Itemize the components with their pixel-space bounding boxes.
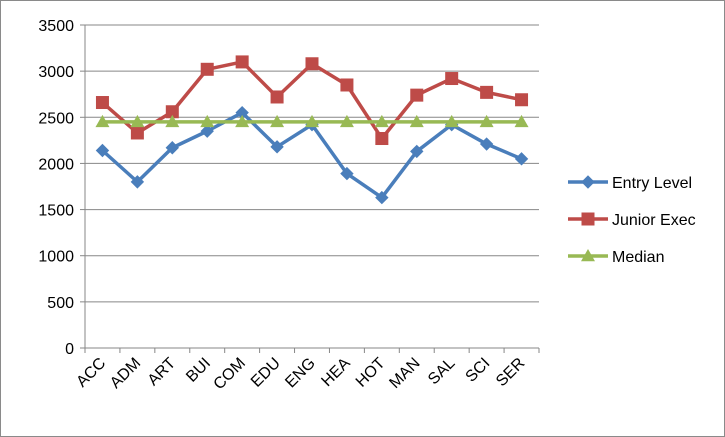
x-tick-label: HEA	[318, 355, 354, 391]
legend-label: Median	[612, 249, 664, 266]
legend: Entry Level Junior Exec Median	[568, 175, 696, 266]
y-tick-label: 3500	[38, 18, 74, 35]
y-tick-label: 3000	[38, 64, 74, 81]
x-tick-label: ADM	[107, 355, 144, 392]
legend-square-marker	[581, 212, 595, 226]
data-point-entry-level	[514, 152, 529, 166]
data-point-entry-level	[130, 175, 145, 189]
data-point-junior-exec	[165, 105, 179, 119]
y-axis-tick-labels: 0 500 1000 1500 2000 2500 3000 3500	[38, 18, 74, 358]
data-point-junior-exec	[235, 55, 249, 69]
data-point-median	[200, 114, 215, 128]
data-point-entry-level	[165, 141, 180, 155]
data-point-junior-exec	[95, 96, 109, 110]
x-tick-label: ART	[145, 355, 180, 390]
data-point-junior-exec	[410, 88, 424, 102]
data-point-entry-level	[200, 124, 214, 138]
data-point-median	[374, 114, 389, 128]
x-tick-label: ENG	[282, 355, 319, 392]
x-tick-label: EDU	[248, 355, 284, 391]
data-point-median	[409, 114, 424, 128]
data-point-median	[95, 114, 110, 128]
data-point-median	[444, 114, 459, 128]
data-point-median	[235, 114, 250, 128]
legend-item-median: Median	[568, 249, 664, 266]
data-point-junior-exec	[200, 62, 214, 76]
legend-item-entry-level: Entry Level	[568, 175, 692, 192]
data-point-median	[305, 114, 319, 128]
legend-diamond-marker	[581, 175, 595, 189]
x-tick-label: COM	[211, 355, 249, 393]
data-point-median	[165, 114, 180, 128]
data-point-median	[479, 114, 494, 128]
series-median	[95, 114, 529, 128]
data-point-junior-exec	[270, 90, 284, 104]
x-tick-label: HOT	[353, 355, 389, 391]
series-layer	[95, 55, 529, 205]
data-point-entry-level	[410, 144, 424, 159]
x-tick-label: SCI	[463, 355, 494, 386]
data-point-entry-level	[340, 166, 354, 181]
data-point-median	[130, 114, 145, 128]
data-point-entry-level	[375, 190, 389, 205]
y-tick-label: 2500	[38, 110, 74, 127]
x-tick-label: MAN	[386, 355, 423, 392]
data-point-entry-level	[479, 137, 494, 151]
data-point-junior-exec	[130, 126, 144, 140]
data-point-junior-exec	[480, 85, 494, 99]
y-tick-label: 1000	[38, 249, 74, 266]
data-point-junior-exec	[515, 93, 529, 107]
legend-triangle-marker	[581, 249, 595, 262]
data-point-junior-exec	[445, 72, 459, 86]
legend-label: Junior Exec	[612, 212, 696, 229]
x-tick-label: ACC	[73, 355, 109, 391]
legend-label: Entry Level	[612, 175, 692, 192]
data-point-entry-level	[95, 143, 110, 158]
y-tick-label: 500	[47, 295, 74, 312]
data-point-junior-exec	[305, 57, 319, 71]
data-point-median	[270, 114, 285, 128]
data-point-junior-exec	[340, 78, 354, 92]
data-point-junior-exec	[375, 132, 389, 146]
x-tick-label: SAL	[425, 355, 458, 388]
data-point-median	[339, 114, 354, 128]
data-point-entry-level	[270, 140, 284, 154]
data-point-median	[514, 114, 529, 128]
y-tick-label: 2000	[38, 156, 74, 173]
y-tick-label: 0	[65, 341, 74, 358]
y-tick-label: 1500	[38, 203, 74, 220]
legend-item-junior-exec: Junior Exec	[568, 212, 696, 229]
x-tick-label: SER	[493, 355, 528, 390]
series-junior-exec	[95, 55, 529, 146]
axes	[80, 24, 540, 353]
